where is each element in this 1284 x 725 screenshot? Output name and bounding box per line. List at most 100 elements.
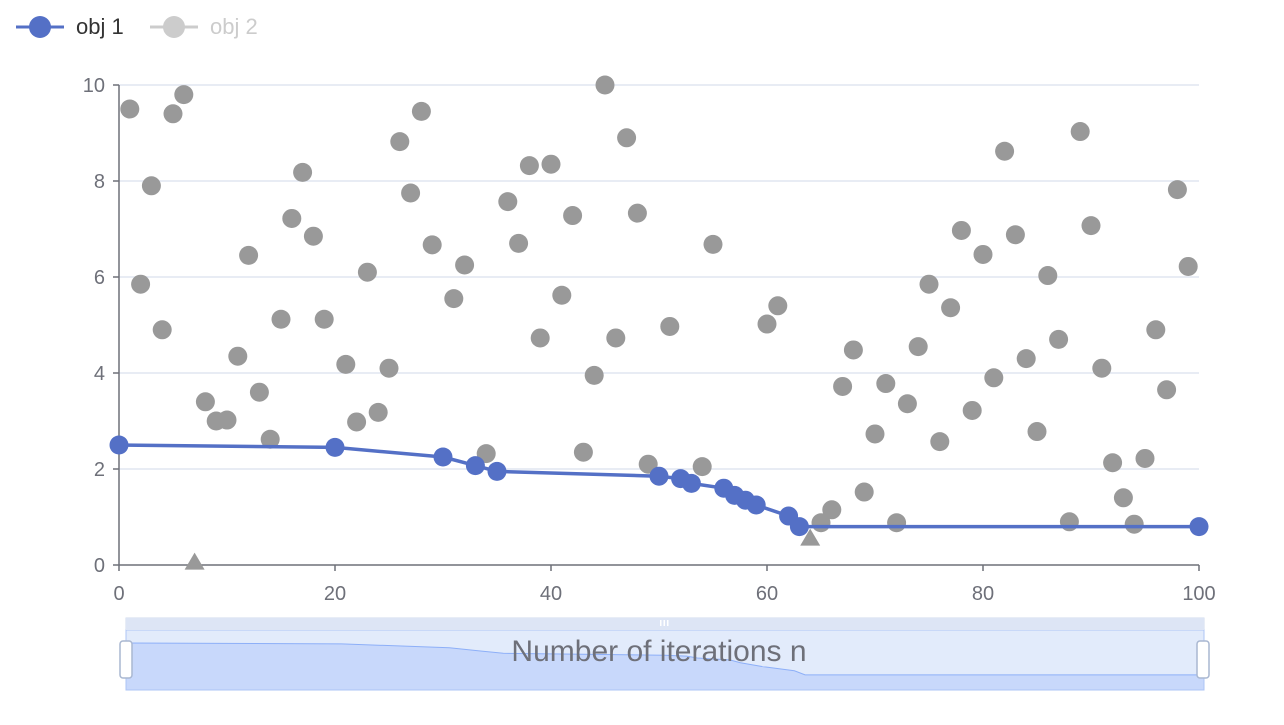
obj2-point-79: [1135, 448, 1155, 468]
obj2-point-0: [120, 99, 140, 119]
obj2-point-10: [239, 245, 259, 265]
obj2-point-39: [595, 75, 615, 95]
y-tick-label-2: 2: [94, 459, 105, 481]
obj2-point-38: [584, 365, 604, 385]
obj2-triangle-marker-1: [800, 528, 821, 546]
legend-obj1-label: obj 1: [76, 14, 124, 39]
obj2-point-75: [1092, 358, 1112, 378]
legend-item-obj1[interactable]: obj 1: [16, 14, 124, 39]
obj2-point-55: [876, 374, 896, 394]
obj2-point-60: [930, 432, 950, 452]
y-tick-label-4: 4: [94, 363, 105, 385]
x-tick-label-100: 100: [1182, 583, 1215, 605]
y-tick-label-0: 0: [94, 555, 105, 577]
obj2-point-70: [1038, 266, 1058, 286]
legend-obj2-label: obj 2: [210, 14, 258, 39]
obj2-point-53: [854, 482, 874, 502]
obj2-point-26: [422, 235, 442, 255]
obj2-point-64: [973, 244, 993, 264]
obj2-point-80: [1146, 320, 1166, 340]
obj2-point-61: [941, 298, 961, 318]
obj2-point-6: [195, 392, 215, 412]
obj2-point-32: [519, 156, 539, 176]
obj2-point-20: [357, 262, 377, 282]
obj2-point-42: [627, 203, 647, 223]
obj2-point-51: [833, 376, 853, 396]
x-tick-label-20: 20: [324, 583, 346, 605]
obj2-point-18: [336, 354, 356, 374]
obj2-point-45: [692, 457, 712, 477]
obj2-point-81: [1157, 380, 1177, 400]
obj2-point-30: [498, 192, 518, 212]
obj2-point-33: [530, 328, 550, 348]
y-tick-label-8: 8: [94, 171, 105, 193]
obj2-point-15: [293, 162, 313, 182]
obj2-point-11: [249, 382, 269, 402]
obj2-point-34: [541, 154, 561, 174]
obj2-point-25: [411, 101, 431, 121]
obj2-point-63: [962, 400, 982, 420]
obj2-point-77: [1113, 488, 1133, 508]
obj2-point-17: [314, 309, 334, 329]
obj2-point-67: [1005, 225, 1025, 245]
obj1-point-1: [325, 437, 345, 457]
obj2-point-4: [163, 104, 183, 124]
legend: obj 1 obj 2: [16, 14, 258, 39]
obj1-point-0: [109, 435, 129, 455]
obj1-point-13: [789, 517, 809, 537]
x-tick-label-40: 40: [540, 583, 562, 605]
obj2-point-23: [390, 132, 410, 152]
legend-obj2-marker-icon: [163, 16, 185, 38]
obj2-point-35: [552, 285, 572, 305]
obj2-point-24: [401, 183, 421, 203]
obj2-point-19: [347, 412, 367, 432]
obj2-point-3: [152, 320, 172, 340]
obj2-point-48: [768, 296, 788, 316]
obj2-point-69: [1027, 422, 1047, 442]
data-zoom-handle-left[interactable]: [119, 640, 133, 679]
obj2-point-36: [563, 206, 583, 226]
obj2-point-62: [951, 220, 971, 240]
obj2-point-59: [919, 274, 939, 294]
obj2-point-72: [1059, 512, 1079, 532]
obj2-point-1: [131, 274, 151, 294]
obj2-point-66: [995, 141, 1015, 161]
obj2-point-47: [757, 314, 777, 334]
obj1-point-5: [649, 466, 669, 486]
obj2-point-2: [141, 176, 161, 196]
obj2-point-22: [379, 358, 399, 378]
obj1-point-7: [681, 473, 701, 493]
obj1-point-2: [433, 447, 453, 467]
data-zoom-selected-range[interactable]: [125, 629, 1205, 691]
obj1-series: [109, 435, 1209, 537]
obj2-point-65: [984, 368, 1004, 388]
obj2-point-68: [1016, 349, 1036, 369]
data-zoom-handle-right[interactable]: [1196, 640, 1210, 679]
obj2-point-21: [368, 402, 388, 422]
obj2-point-52: [843, 340, 863, 360]
data-zoom-data-shadow: [125, 642, 1205, 691]
y-tick-label-6: 6: [94, 267, 105, 289]
obj2-point-54: [865, 424, 885, 444]
obj2-point-13: [271, 309, 291, 329]
legend-obj1-marker-icon: [29, 16, 51, 38]
obj2-point-27: [444, 289, 464, 309]
obj2-point-46: [703, 234, 723, 254]
obj2-point-28: [455, 255, 475, 275]
obj2-point-44: [660, 316, 680, 336]
obj2-point-41: [617, 128, 637, 148]
obj2-point-8: [217, 410, 237, 430]
obj2-point-37: [573, 442, 593, 462]
grid-lines: [119, 84, 1199, 470]
obj2-point-76: [1103, 453, 1123, 473]
x-tick-label-0: 0: [113, 583, 124, 605]
legend-item-obj2[interactable]: obj 2: [150, 14, 258, 39]
obj2-point-50: [822, 500, 842, 520]
data-zoom-slider[interactable]: Number of iterations n: [119, 617, 1210, 691]
obj2-point-5: [174, 85, 194, 105]
obj2-point-71: [1049, 329, 1069, 349]
obj2-point-74: [1081, 216, 1101, 236]
obj2-series: [120, 75, 1198, 570]
